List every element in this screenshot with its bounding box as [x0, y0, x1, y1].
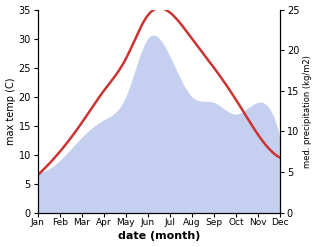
Y-axis label: max temp (C): max temp (C) — [5, 77, 16, 145]
X-axis label: date (month): date (month) — [118, 231, 200, 242]
Y-axis label: med. precipitation (kg/m2): med. precipitation (kg/m2) — [303, 55, 313, 167]
